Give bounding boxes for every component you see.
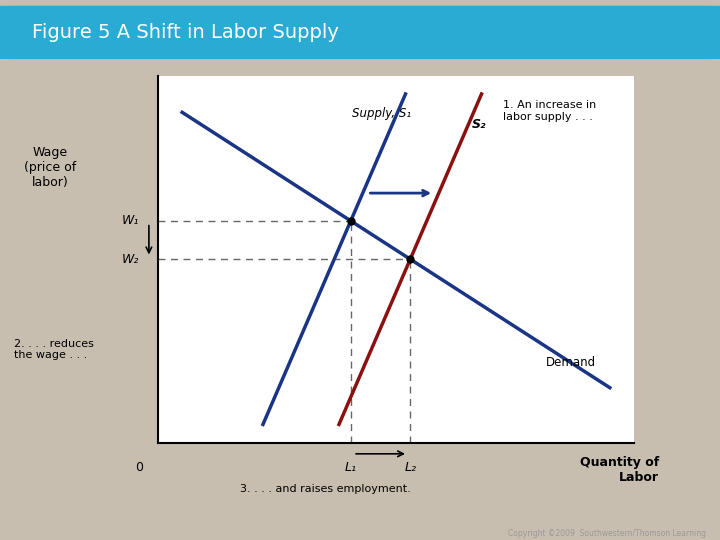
Text: Copyright ©2009  Southwestern/Thomson Learning: Copyright ©2009 Southwestern/Thomson Lea… (508, 529, 706, 538)
Text: Wage
(price of
labor): Wage (price of labor) (24, 146, 76, 189)
Text: 3. . . . and raises employment.: 3. . . . and raises employment. (240, 484, 410, 494)
Text: W₁: W₁ (122, 214, 140, 227)
Text: L₂: L₂ (404, 461, 416, 474)
Text: L₁: L₁ (345, 461, 356, 474)
Text: Quantity of
Labor: Quantity of Labor (580, 456, 659, 484)
Text: Supply, S₁: Supply, S₁ (352, 107, 411, 120)
Text: Figure 5 A Shift in Labor Supply: Figure 5 A Shift in Labor Supply (32, 23, 338, 42)
Text: 0: 0 (135, 461, 143, 474)
Text: S₂: S₂ (472, 118, 487, 131)
Text: 1. An increase in
labor supply . . .: 1. An increase in labor supply . . . (503, 100, 596, 122)
Text: W₂: W₂ (122, 253, 140, 266)
FancyBboxPatch shape (0, 6, 720, 59)
Text: Demand: Demand (546, 356, 595, 369)
Text: 2. . . . reduces
the wage . . .: 2. . . . reduces the wage . . . (14, 339, 94, 361)
